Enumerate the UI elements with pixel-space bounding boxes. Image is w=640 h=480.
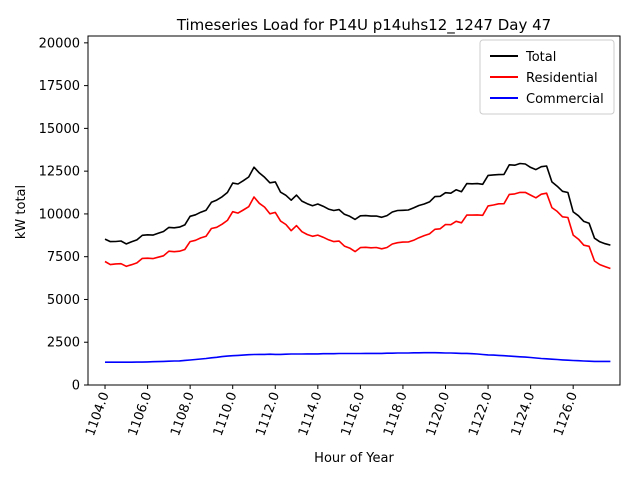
x-tick-label: 1120.0 (424, 390, 454, 438)
x-tick-label: 1112.0 (253, 390, 283, 438)
x-tick-label: 1126.0 (551, 390, 581, 438)
x-tick-label: 1118.0 (381, 390, 411, 438)
legend-box (479, 39, 615, 115)
y-tick-label: 20000 (39, 36, 80, 51)
x-tick-label: 1108.0 (168, 390, 198, 438)
x-tick-label: 1110.0 (211, 390, 241, 438)
x-tick-label: 1124.0 (509, 390, 539, 438)
y-axis-title: kW total (14, 185, 29, 239)
y-tick-label: 10000 (39, 207, 80, 222)
x-axis-title: Hour of Year (314, 451, 394, 466)
x-tick-label: 1104.0 (83, 390, 113, 438)
series-line-commercial (105, 351, 611, 364)
y-tick-label: 12500 (39, 165, 80, 180)
series-line-residential (104, 191, 611, 270)
legend: Total Residential Commercial (479, 39, 615, 115)
x-tick-label: 1116.0 (339, 390, 369, 438)
y-tick-label: 2500 (47, 336, 80, 351)
legend-label-total: Total (525, 50, 556, 65)
y-tick-label: 0 (72, 379, 80, 394)
axes-frame (87, 35, 621, 386)
x-tick-label: 1114.0 (296, 390, 326, 438)
legend-label-commercial: Commercial (526, 92, 604, 107)
legend-label-residential: Residential (526, 71, 598, 86)
series-line-total (104, 162, 611, 246)
chart-title: Timeseries Load for P14U p14uhs12_1247 D… (176, 16, 551, 35)
x-tick-label: 1106.0 (126, 390, 156, 438)
y-tick-label: 5000 (47, 293, 80, 308)
y-tick-label: 17500 (39, 79, 80, 94)
y-tick-label: 7500 (47, 250, 80, 265)
y-tick-label: 15000 (39, 122, 80, 137)
x-tick-label: 1122.0 (466, 390, 496, 438)
